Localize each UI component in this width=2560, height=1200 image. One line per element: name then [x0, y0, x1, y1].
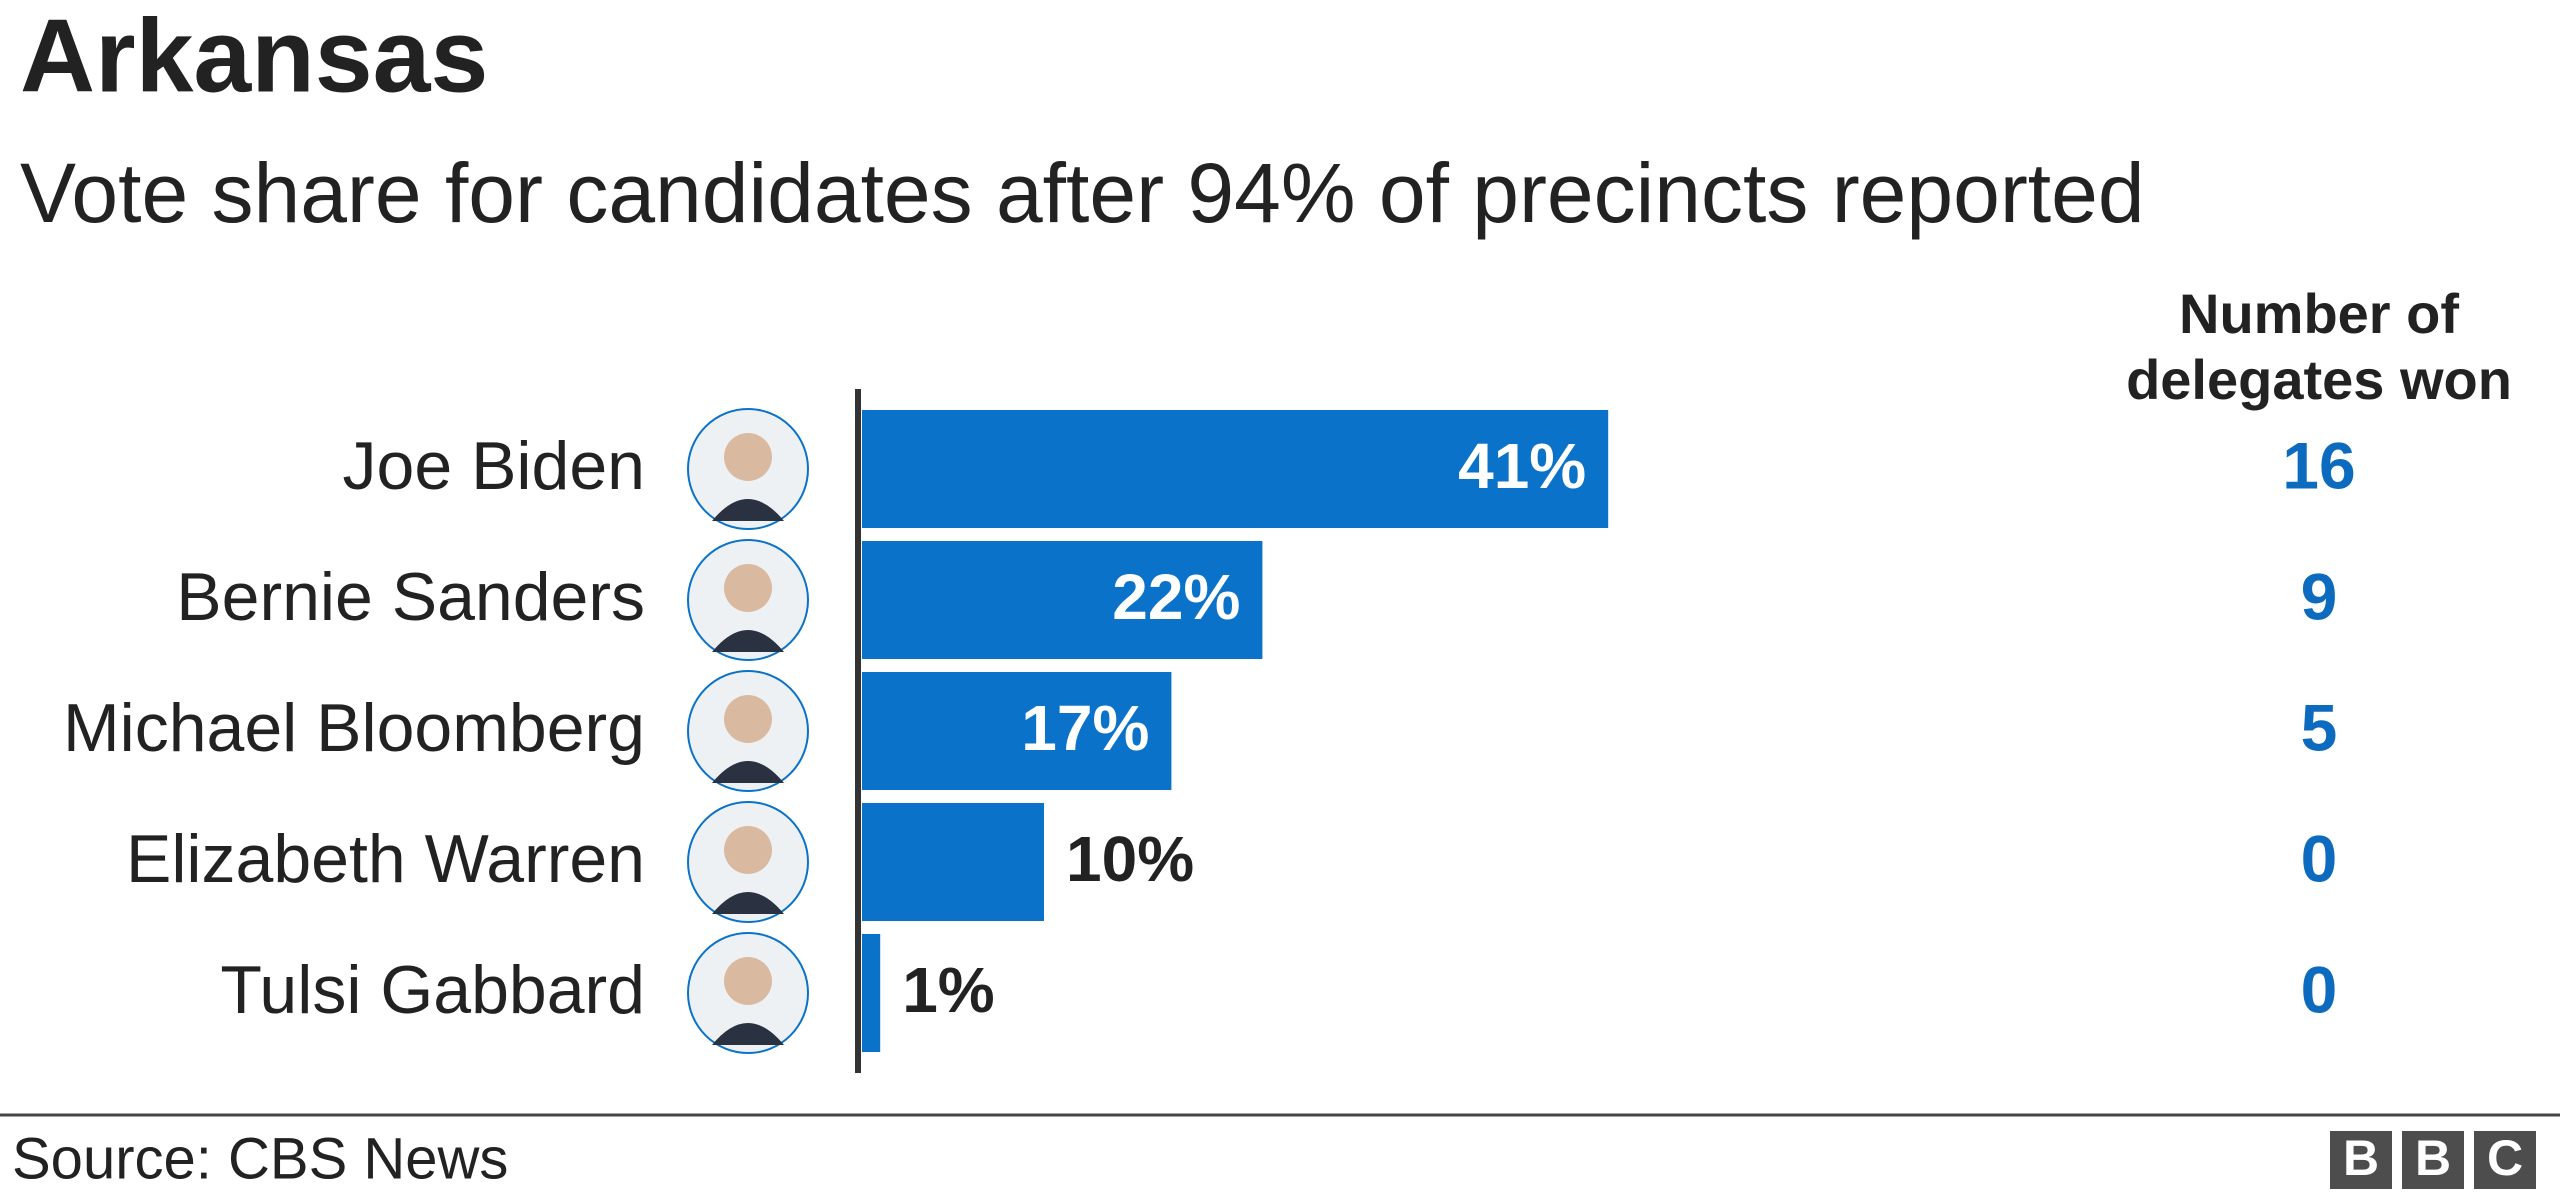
category-label: Tulsi Gabbard — [220, 952, 645, 1028]
value-label: 1% — [902, 954, 995, 1026]
delegates-value: 5 — [2301, 690, 2338, 764]
photo-body — [712, 1023, 784, 1045]
bar — [862, 672, 1172, 790]
photo-body — [712, 761, 784, 783]
category-label: Elizabeth Warren — [126, 821, 645, 897]
photo-head — [724, 433, 772, 481]
chart-subtitle: Vote share for candidates after 94% of p… — [20, 146, 2145, 240]
logo-letter: C — [2487, 1130, 2523, 1186]
category-label: Michael Bloomberg — [63, 690, 645, 766]
photo-head — [724, 826, 772, 874]
logo-letter: B — [2415, 1130, 2451, 1186]
logo-letter: B — [2343, 1130, 2379, 1186]
delegates-header: delegates won — [2126, 348, 2512, 411]
delegates-value: 0 — [2301, 821, 2338, 895]
photo-body — [712, 892, 784, 914]
bar — [862, 410, 1609, 528]
photo-head — [724, 564, 772, 612]
bar — [862, 934, 881, 1052]
photo-head — [724, 957, 772, 1005]
chart-title: Arkansas — [20, 0, 488, 114]
value-label: 17% — [1021, 692, 1149, 764]
bar — [862, 803, 1044, 921]
bar — [862, 541, 1263, 659]
delegates-value: 9 — [2301, 559, 2338, 633]
photo-body — [712, 499, 784, 521]
delegates-header: Number of — [2179, 282, 2459, 345]
delegates-value: 16 — [2282, 428, 2355, 502]
logo-box — [2474, 1131, 2536, 1189]
photo-body — [712, 630, 784, 652]
category-label: Joe Biden — [343, 428, 645, 504]
logo-box — [2330, 1131, 2392, 1189]
source: Source: CBS News — [12, 1126, 508, 1191]
logo-box — [2402, 1131, 2464, 1189]
value-label: 41% — [1458, 430, 1586, 502]
value-label: 22% — [1112, 561, 1240, 633]
category-label: Bernie Sanders — [176, 559, 645, 635]
value-label: 10% — [1066, 823, 1194, 895]
photo-head — [724, 695, 772, 743]
delegates-value: 0 — [2301, 952, 2338, 1026]
